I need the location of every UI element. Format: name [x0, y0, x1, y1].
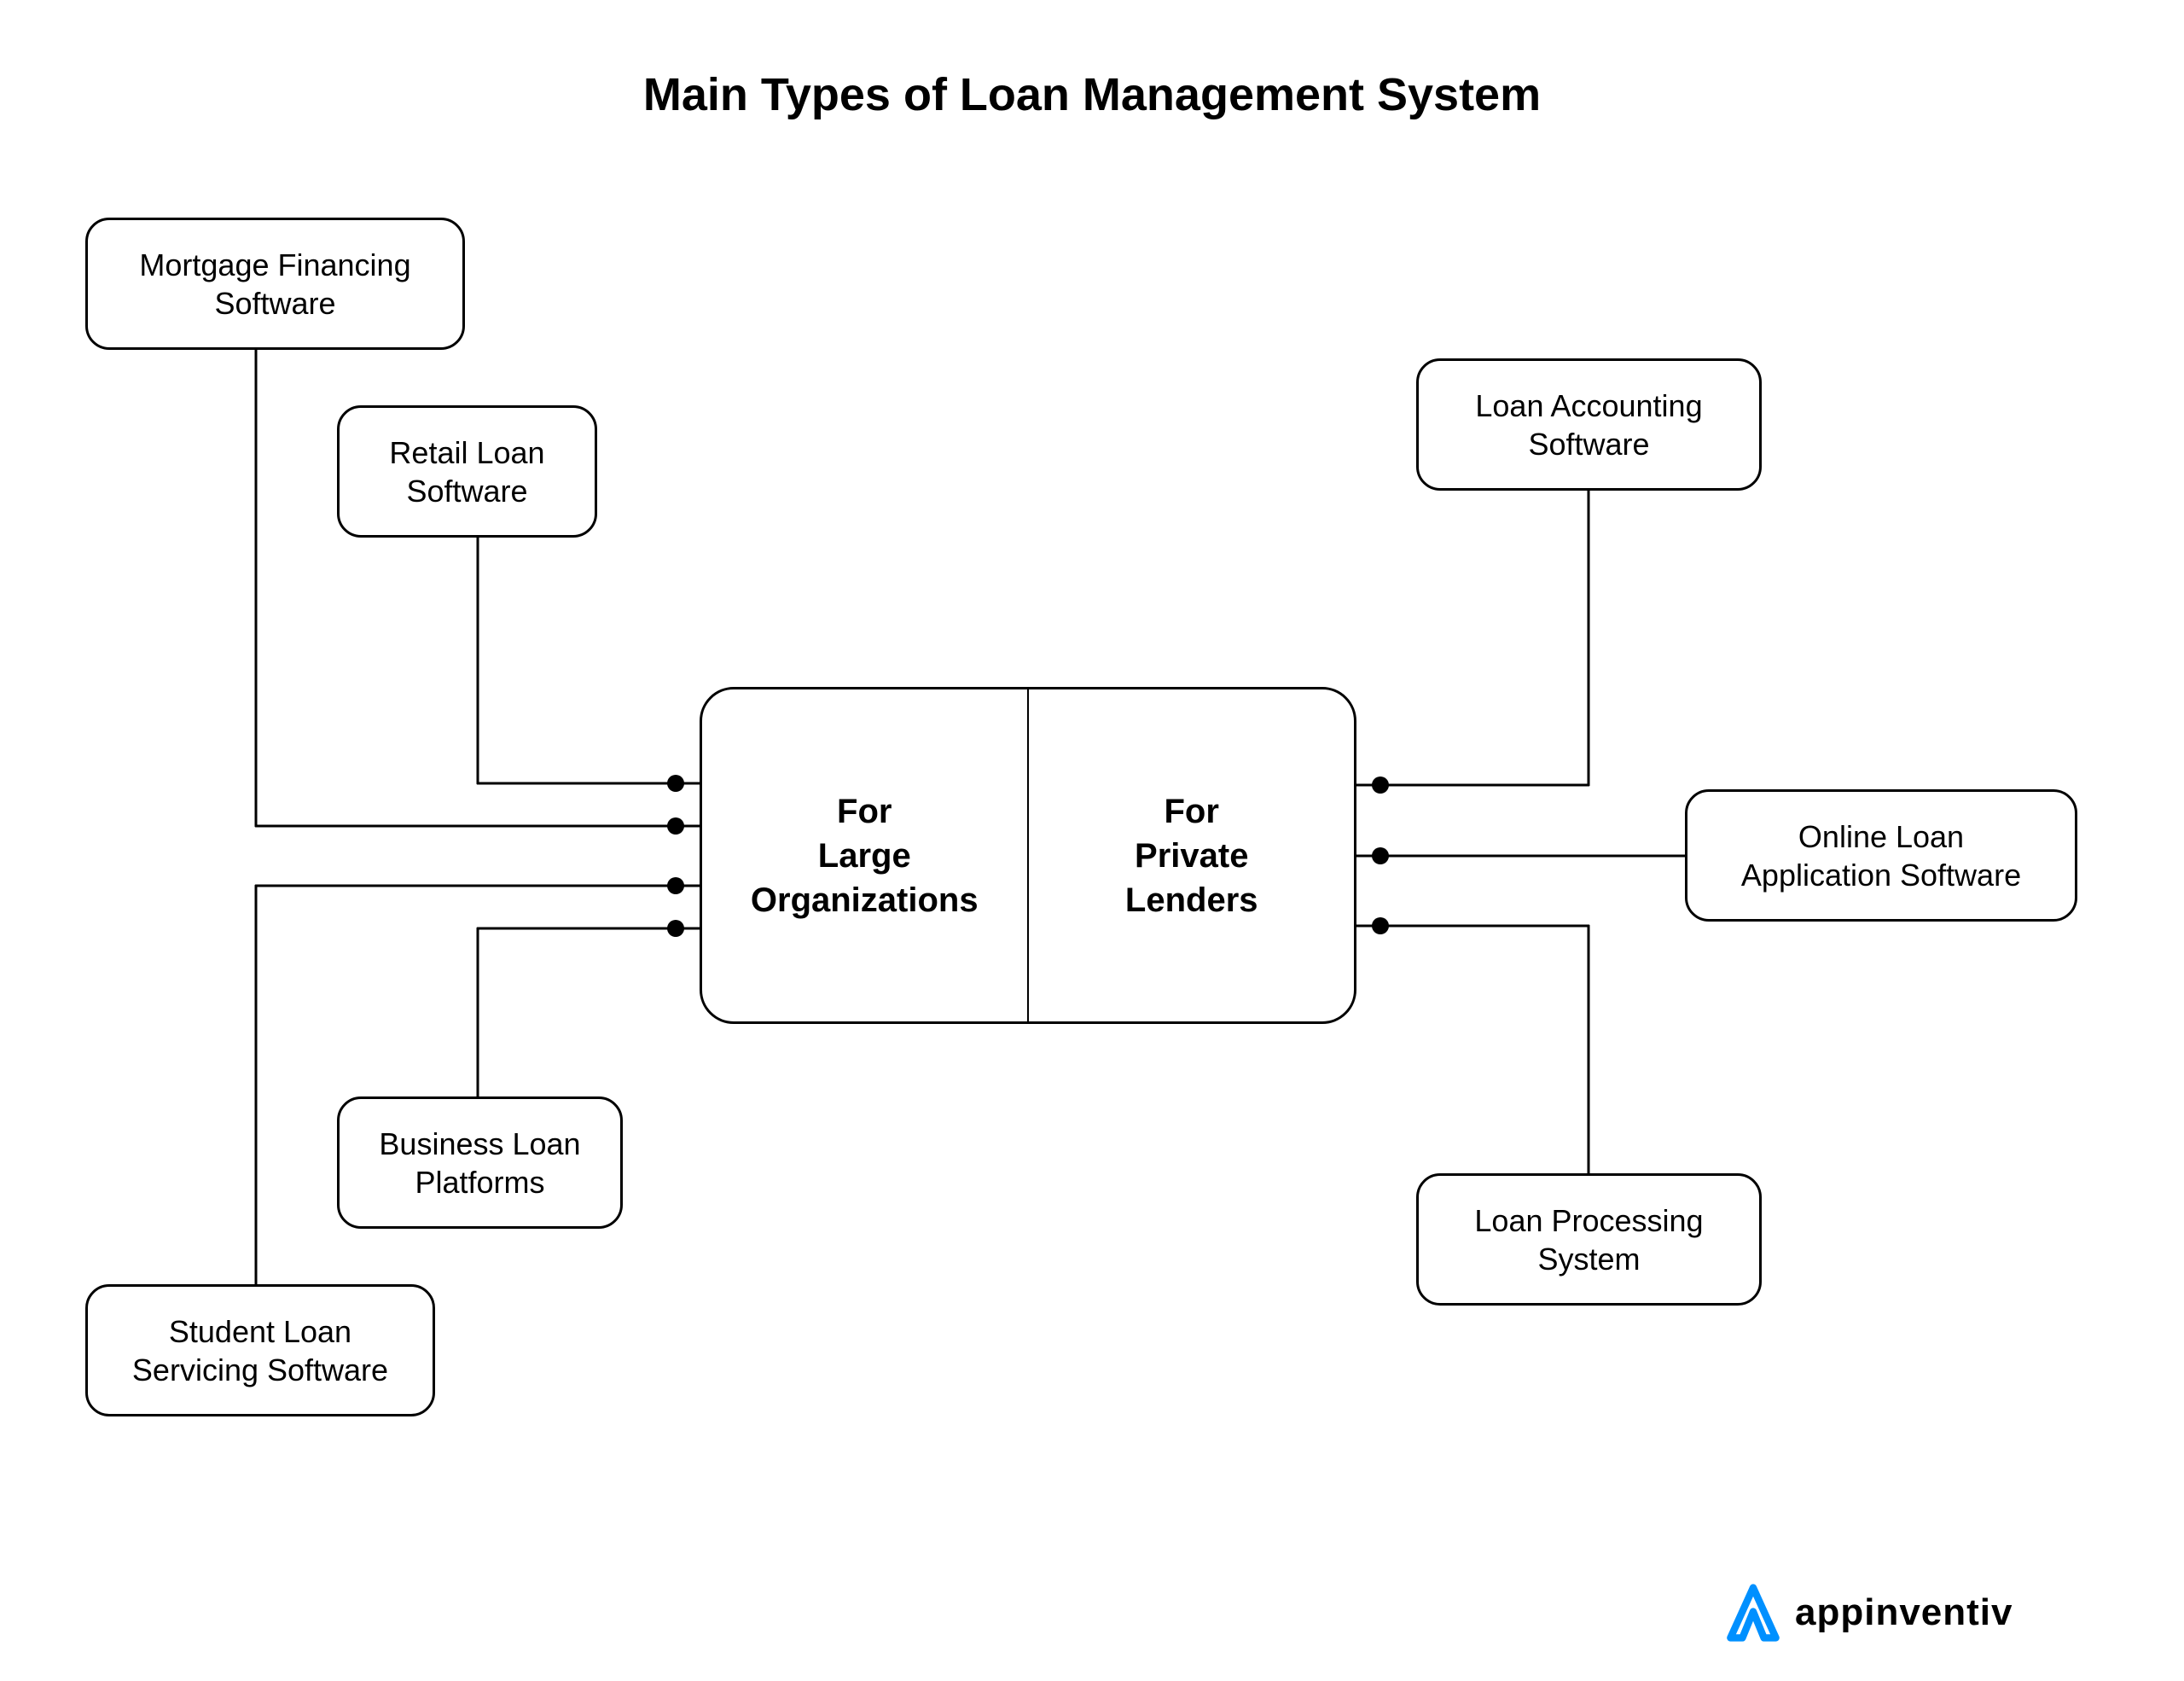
node-mortgage-financing: Mortgage FinancingSoftware — [85, 218, 465, 350]
center-node: ForLargeOrganizations ForPrivateLenders — [700, 687, 1356, 1024]
node-business-loan: Business LoanPlatforms — [337, 1096, 623, 1229]
center-right-label: ForPrivateLenders — [1029, 689, 1354, 1021]
logo-text: appinventiv — [1795, 1591, 2013, 1634]
node-loan-accounting: Loan AccountingSoftware — [1416, 358, 1762, 491]
diagram-title: Main Types of Loan Management System — [0, 68, 2184, 121]
node-loan-processing: Loan ProcessingSystem — [1416, 1173, 1762, 1306]
node-student-loan: Student LoanServicing Software — [85, 1284, 435, 1416]
brand-logo: appinventiv — [1723, 1583, 2013, 1643]
diagram-canvas: Main Types of Loan Management System For… — [0, 0, 2184, 1681]
node-retail-loan: Retail LoanSoftware — [337, 405, 597, 538]
logo-a-icon — [1723, 1583, 1783, 1643]
node-online-application: Online LoanApplication Software — [1685, 789, 2077, 922]
center-left-label: ForLargeOrganizations — [702, 689, 1027, 1021]
